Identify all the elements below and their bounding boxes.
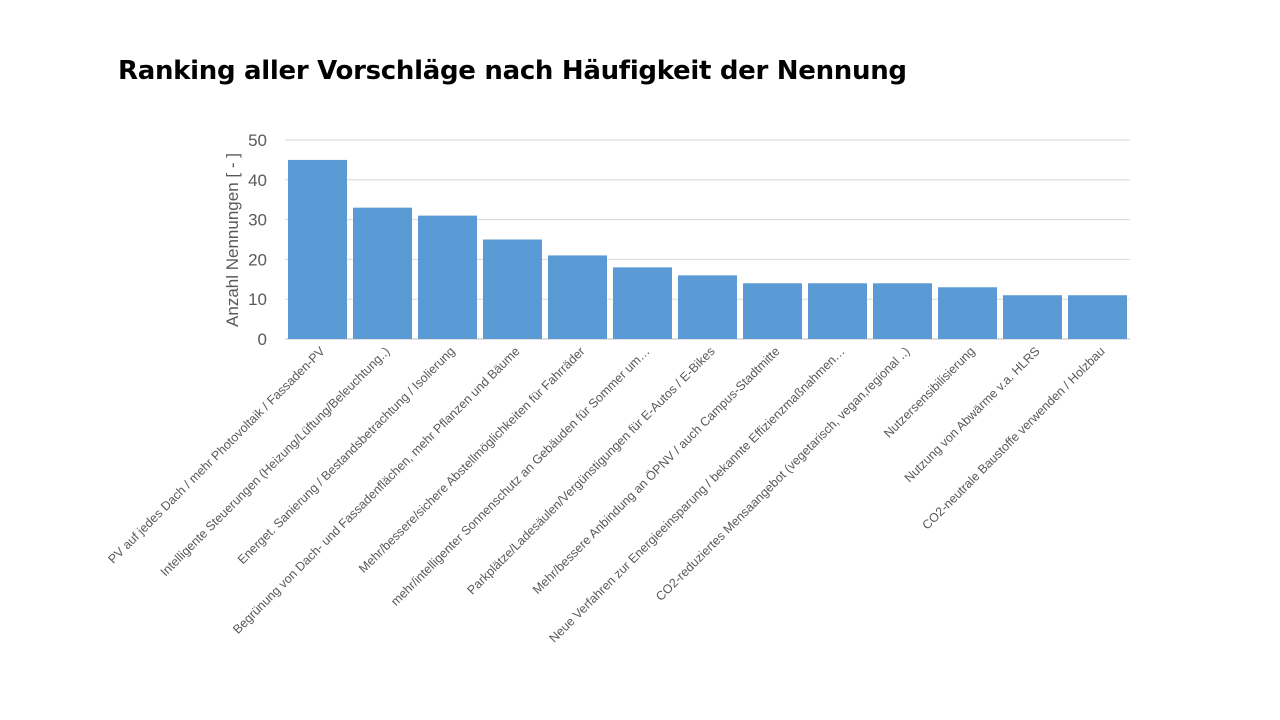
bar [418,215,477,339]
bar [1068,295,1127,339]
bar [353,207,412,339]
bar [483,239,542,339]
x-category-label: Nutzung von Abwärme v.a. HLRS [902,344,1043,485]
y-tick-label: 0 [258,330,267,349]
x-category-label: Mehr/bessere/sichere Abstellmöglichkeite… [356,344,587,575]
x-category-label: Energet. Sanierung / Bestandsbetrachtung… [235,344,458,567]
y-tick-label: 30 [248,211,267,230]
bar [938,287,997,339]
y-tick-label: 50 [248,131,267,150]
x-category-label: CO2-reduziertes Mensaangebot (vegetarisc… [653,344,912,603]
x-category-label: Neue Verfahren zur Energieeinsparung / b… [547,344,848,645]
x-category-label: PV auf jedes Dach / mehr Photovoltaik / … [105,344,328,567]
bar [873,283,932,339]
y-tick-label: 20 [248,250,267,269]
bar [548,255,607,339]
y-tick-label: 10 [248,290,267,309]
x-category-label: Mehr/bessere Anbindung an ÖPNV / auch Ca… [530,344,783,597]
bar [743,283,802,339]
bar [1003,295,1062,339]
bar [288,159,347,339]
bar [808,283,867,339]
y-axis-ticks: 0 10 20 30 40 50 [248,131,267,349]
y-axis-title: Anzahl Nennungen [ - ] [223,153,242,327]
bar [678,275,737,339]
bars [288,159,1127,339]
x-axis-labels: PV auf jedes Dach / mehr Photovoltaik / … [105,344,1107,646]
slide-title: Ranking aller Vorschläge nach Häufigkeit… [118,56,907,86]
x-category-label: Parkplätze/Ladesäulen/Vergünstigungen fü… [464,344,717,597]
y-tick-label: 40 [248,171,267,190]
bar [613,267,672,339]
x-category-label: Intelligente Steuerungen (Heizung/Lüftun… [158,344,393,579]
